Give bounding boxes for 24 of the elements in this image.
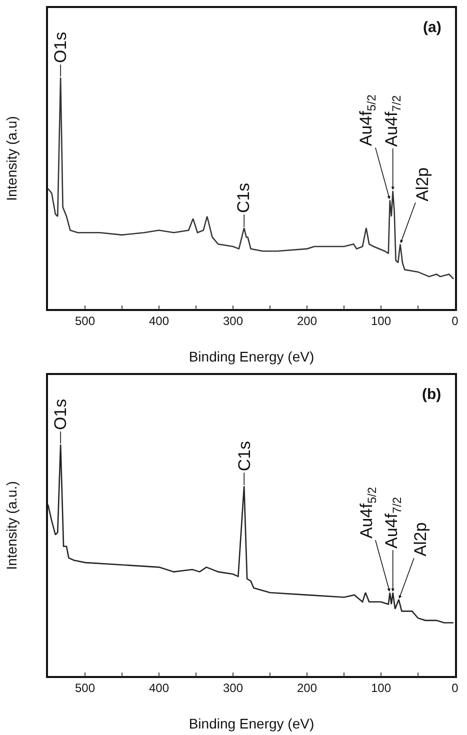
x-tick-label: 400 [148, 314, 170, 328]
annotation: O1s [51, 398, 70, 430]
x-axis-title: Binding Energy (eV) [188, 716, 314, 732]
x-tick-label: 100 [370, 681, 392, 696]
annotation: Al2p [411, 522, 430, 556]
annotation: Al2p [413, 167, 432, 202]
annotation: O1s [51, 32, 70, 64]
x-tick-label: 200 [296, 681, 318, 696]
x-tick-label: 300 [222, 681, 244, 696]
x-tick-label: 0 [452, 681, 459, 696]
x-tick-label: 400 [148, 681, 170, 696]
annotation: C1s [234, 182, 254, 214]
y-axis-title: Intensity (a.u.) [4, 481, 20, 570]
x-tick-label: 500 [74, 314, 96, 328]
annotation: C1s [234, 441, 254, 472]
text: (b) [422, 386, 442, 403]
x-tick-label: 300 [222, 314, 244, 328]
text: (a) [423, 19, 442, 36]
x-tick-label: 0 [452, 314, 459, 328]
x-axis-title: Binding Energy (eV) [188, 348, 314, 364]
x-tick-label: 100 [370, 314, 392, 328]
x-tick-label: 500 [74, 681, 96, 696]
y-axis-title: Intensity (a.u) [4, 116, 20, 201]
x-tick-label: 200 [296, 314, 318, 328]
